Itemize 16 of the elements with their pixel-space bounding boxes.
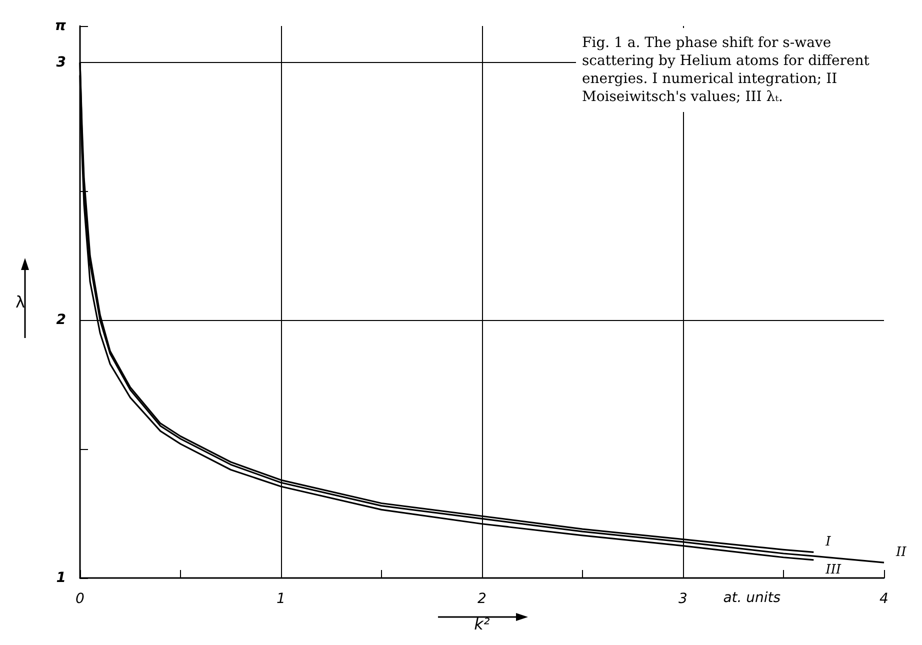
x-tick-label: 1 [276, 591, 286, 607]
y-tick-label: π [54, 18, 67, 34]
y-tick-label: 1 [56, 570, 66, 586]
text: Fig. 1 a. The phase shift for s-wave scattering by Helium atoms for different energies. I numerical integration; II Moiseiwitsch's values; III λₜ. [582, 35, 874, 105]
x-tick-label: 3 [678, 591, 688, 607]
x-axis-title: k² [474, 614, 490, 634]
x-tick-label: 2 [478, 591, 487, 607]
y-axis-title: λ [16, 292, 25, 312]
series-label: III [824, 562, 842, 578]
y-tick-label: 2 [56, 312, 66, 328]
series-label: I [824, 534, 832, 550]
x-tick-label: 0 [76, 591, 85, 607]
y-tick-label: 3 [56, 54, 66, 70]
text: at. units [723, 590, 781, 606]
series-label: II [895, 545, 908, 560]
x-tick-label: 4 [880, 591, 888, 607]
